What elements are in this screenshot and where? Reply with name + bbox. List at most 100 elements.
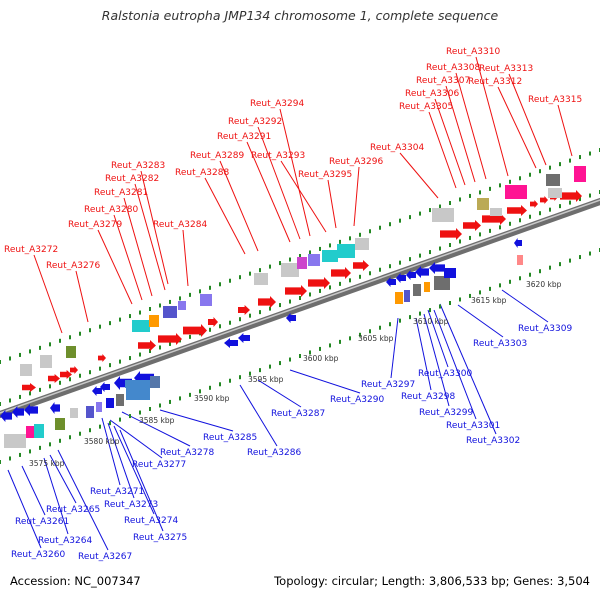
gene-arrow-reverse[interactable] bbox=[286, 313, 296, 323]
gene-label[interactable]: Reut_A3304 bbox=[370, 143, 424, 153]
gene-label[interactable]: Reut_A3278 bbox=[160, 448, 214, 458]
gene-box[interactable] bbox=[434, 276, 450, 290]
gene-box[interactable] bbox=[150, 376, 160, 388]
gene-arrow-forward[interactable] bbox=[208, 317, 218, 327]
gene-label[interactable]: Reut_A3264 bbox=[38, 536, 92, 546]
gene-arrow-reverse[interactable] bbox=[396, 273, 406, 283]
gene-box[interactable] bbox=[4, 434, 26, 448]
gene-label[interactable]: Reut_A3261 bbox=[15, 517, 69, 527]
gene-box[interactable] bbox=[132, 320, 150, 332]
gene-label[interactable]: Reut_A3274 bbox=[124, 516, 178, 526]
gene-arrow-forward[interactable] bbox=[331, 267, 351, 279]
gene-box[interactable] bbox=[424, 282, 430, 292]
gene-box[interactable] bbox=[281, 263, 299, 277]
gene-label[interactable]: Reut_A3273 bbox=[104, 500, 158, 510]
gene-arrow-reverse[interactable] bbox=[224, 338, 238, 348]
gene-label[interactable]: Reut_A3298 bbox=[401, 392, 455, 402]
gene-label[interactable]: Reut_A3315 bbox=[528, 95, 582, 105]
gene-arrow-forward[interactable] bbox=[540, 196, 548, 204]
gene-label[interactable]: Reut_A3295 bbox=[298, 170, 352, 180]
gene-arrow-reverse[interactable] bbox=[100, 382, 110, 392]
gene-arrow-reverse[interactable] bbox=[406, 270, 416, 280]
gene-arrow-forward[interactable] bbox=[258, 296, 276, 308]
gene-arrow-reverse[interactable] bbox=[12, 406, 24, 418]
gene-box[interactable] bbox=[297, 257, 307, 269]
gene-label[interactable]: Reut_A3283 bbox=[111, 161, 165, 171]
gene-label[interactable]: Reut_A3272 bbox=[4, 245, 58, 255]
gene-box[interactable] bbox=[322, 250, 338, 262]
gene-box[interactable] bbox=[126, 386, 150, 400]
gene-label[interactable]: Reut_A3260 bbox=[11, 550, 65, 560]
gene-label[interactable]: Reut_A3285 bbox=[203, 433, 257, 443]
gene-label[interactable]: Reut_A3300 bbox=[418, 369, 472, 379]
gene-box[interactable] bbox=[254, 273, 268, 285]
gene-label[interactable]: Reut_A3309 bbox=[518, 324, 572, 334]
gene-box[interactable] bbox=[517, 255, 523, 265]
gene-box[interactable] bbox=[337, 244, 355, 258]
gene-box[interactable] bbox=[96, 402, 102, 412]
gene-arrow-reverse[interactable] bbox=[238, 333, 250, 343]
gene-box[interactable] bbox=[20, 364, 32, 376]
gene-arrow-forward[interactable] bbox=[48, 374, 60, 383]
gene-arrow-reverse[interactable] bbox=[0, 410, 12, 422]
gene-box[interactable] bbox=[163, 306, 177, 318]
gene-box[interactable] bbox=[34, 424, 44, 438]
gene-label[interactable]: Reut_A3291 bbox=[217, 132, 271, 142]
gene-label[interactable]: Reut_A3277 bbox=[132, 460, 186, 470]
gene-label[interactable]: Reut_A3303 bbox=[473, 339, 527, 349]
gene-box[interactable] bbox=[546, 174, 560, 186]
gene-label[interactable]: Reut_A3299 bbox=[419, 408, 473, 418]
gene-arrow-reverse[interactable] bbox=[429, 262, 445, 274]
gene-box[interactable] bbox=[86, 406, 94, 418]
gene-box[interactable] bbox=[308, 254, 320, 266]
gene-arrow-forward[interactable] bbox=[507, 205, 527, 216]
gene-label[interactable]: Reut_A3275 bbox=[133, 533, 187, 543]
gene-arrow-forward[interactable] bbox=[158, 333, 182, 345]
gene-arrow-forward[interactable] bbox=[560, 190, 582, 202]
gene-box[interactable] bbox=[106, 398, 114, 408]
gene-label[interactable]: Reut_A3301 bbox=[446, 421, 500, 431]
gene-label[interactable]: Reut_A3290 bbox=[330, 395, 384, 405]
gene-label[interactable]: Reut_A3302 bbox=[466, 436, 520, 446]
gene-box[interactable] bbox=[149, 315, 159, 327]
gene-label[interactable]: Reut_A3312 bbox=[468, 77, 522, 87]
gene-label[interactable]: Reut_A3280 bbox=[84, 205, 138, 215]
gene-label[interactable]: Reut_A3294 bbox=[250, 99, 304, 109]
gene-label[interactable]: Reut_A3284 bbox=[153, 220, 207, 230]
gene-box[interactable] bbox=[125, 380, 151, 388]
gene-label[interactable]: Reut_A3296 bbox=[329, 157, 383, 167]
gene-arrow-reverse[interactable] bbox=[24, 404, 38, 416]
gene-arrow-forward[interactable] bbox=[285, 285, 307, 297]
gene-box[interactable] bbox=[200, 294, 212, 306]
gene-label[interactable]: Reut_A3307 bbox=[416, 76, 470, 86]
gene-label[interactable]: Reut_A3293 bbox=[251, 151, 305, 161]
gene-arrow-reverse[interactable] bbox=[514, 238, 522, 248]
gene-box[interactable] bbox=[404, 290, 410, 302]
gene-label[interactable]: Reut_A3282 bbox=[105, 174, 159, 184]
gene-arrow-forward[interactable] bbox=[353, 260, 369, 271]
gene-box[interactable] bbox=[55, 418, 65, 430]
gene-arrow-reverse[interactable] bbox=[415, 266, 429, 278]
gene-arrow-forward[interactable] bbox=[138, 340, 156, 351]
gene-arrow-forward[interactable] bbox=[60, 370, 72, 379]
gene-label[interactable]: Reut_A3267 bbox=[78, 552, 132, 562]
gene-box[interactable] bbox=[505, 185, 527, 199]
gene-arrow-reverse[interactable] bbox=[92, 386, 102, 396]
gene-box[interactable] bbox=[490, 208, 502, 216]
gene-box[interactable] bbox=[413, 284, 421, 296]
gene-label[interactable]: Reut_A3287 bbox=[271, 409, 325, 419]
gene-arrow-forward[interactable] bbox=[463, 220, 481, 231]
gene-label[interactable]: Reut_A3265 bbox=[46, 505, 100, 515]
gene-label[interactable]: Reut_A3289 bbox=[190, 151, 244, 161]
gene-box[interactable] bbox=[432, 208, 454, 222]
gene-label[interactable]: Reut_A3279 bbox=[68, 220, 122, 230]
gene-arrow-reverse[interactable] bbox=[386, 277, 396, 287]
gene-box[interactable] bbox=[477, 198, 489, 210]
gene-arrow-reverse[interactable] bbox=[50, 402, 60, 414]
gene-label[interactable]: Reut_A3276 bbox=[46, 261, 100, 271]
gene-label[interactable]: Reut_A3286 bbox=[247, 448, 301, 458]
gene-label[interactable]: Reut_A3305 bbox=[399, 102, 453, 112]
gene-arrow-forward[interactable] bbox=[183, 324, 207, 337]
gene-arrow-forward[interactable] bbox=[22, 383, 36, 392]
gene-label[interactable]: Reut_A3308 bbox=[426, 63, 480, 73]
